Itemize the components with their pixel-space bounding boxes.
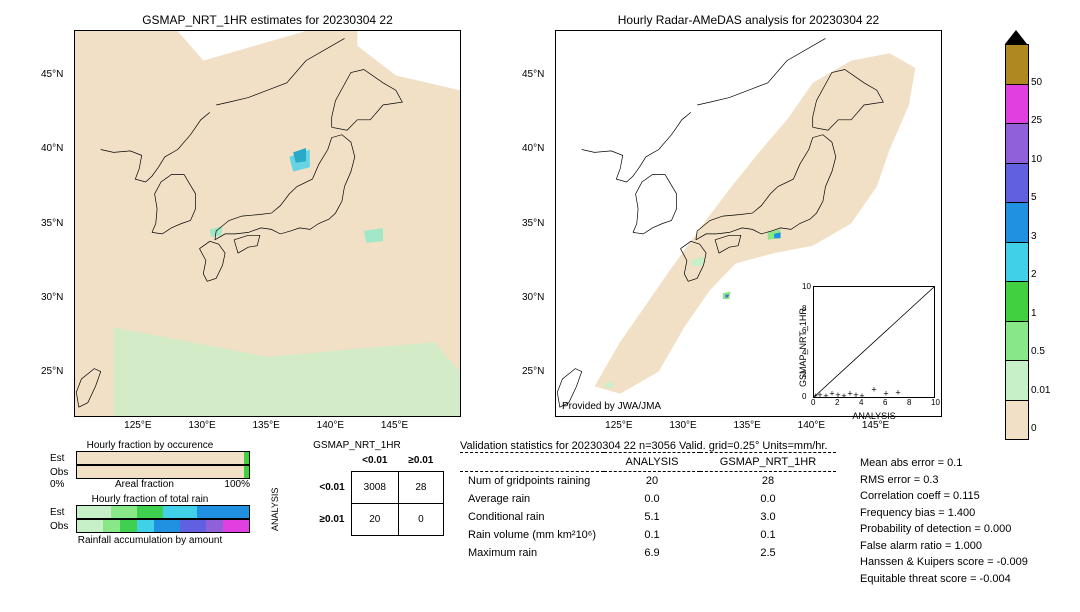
colorbar: 00.010.51235102550 xyxy=(1005,30,1027,440)
validation-title: Validation statistics for 20230304 22 n=… xyxy=(460,440,836,452)
left-map-panel: GSMAP_NRT_1HR estimates for 20230304 22 … xyxy=(74,30,461,417)
total-title: Hourly fraction of total rain xyxy=(50,494,250,505)
occurence-title: Hourly fraction by occurence xyxy=(50,440,250,451)
pct-0: 0% xyxy=(50,479,64,490)
svg-text:+: + xyxy=(871,384,876,394)
svg-text:+: + xyxy=(835,390,840,397)
obs-label-2: Obs xyxy=(50,521,72,532)
svg-text:+: + xyxy=(817,390,822,397)
contingency-row-title: ANALYSIS xyxy=(270,488,355,531)
total-obs-bar xyxy=(76,519,250,533)
svg-text:+: + xyxy=(895,388,900,397)
svg-text:+: + xyxy=(823,391,828,397)
hourly-fraction-section: Hourly fraction by occurence Est Obs 0% … xyxy=(50,440,250,546)
svg-text:+: + xyxy=(829,389,834,397)
scatter-inset: ++++++++++++00224466881010ANALYSISGSMAP_… xyxy=(813,286,935,398)
areal-label: Areal fraction xyxy=(115,479,174,490)
svg-text:+: + xyxy=(853,390,858,397)
provided-label: Provided by JWA/JMA xyxy=(562,401,661,412)
contingency-table: GSMAP_NRT_1HR ANALYSIS <0.01≥0.01<0.0130… xyxy=(270,440,444,536)
validation-stats: Validation statistics for 20230304 22 n=… xyxy=(460,440,836,562)
accum-title: Rainfall accumulation by amount xyxy=(50,535,250,546)
scores-list: Mean abs error = 0.1RMS error = 0.3Corre… xyxy=(860,455,1028,587)
occurence-est-bar xyxy=(76,451,250,465)
pct-100: 100% xyxy=(224,479,250,490)
total-est-bar xyxy=(76,505,250,519)
est-label-2: Est xyxy=(50,507,72,518)
right-map-title: Hourly Radar-AMeDAS analysis for 2023030… xyxy=(556,13,941,27)
est-label: Est xyxy=(50,453,72,464)
left-map-title: GSMAP_NRT_1HR estimates for 20230304 22 xyxy=(75,13,460,27)
contingency-col-title: GSMAP_NRT_1HR xyxy=(270,440,444,451)
occurence-obs-bar xyxy=(76,465,250,479)
obs-label: Obs xyxy=(50,467,72,478)
svg-text:+: + xyxy=(841,391,846,397)
svg-text:+: + xyxy=(859,391,864,397)
svg-text:+: + xyxy=(847,389,852,397)
right-map-panel: Hourly Radar-AMeDAS analysis for 2023030… xyxy=(555,30,942,417)
svg-text:+: + xyxy=(883,389,888,397)
